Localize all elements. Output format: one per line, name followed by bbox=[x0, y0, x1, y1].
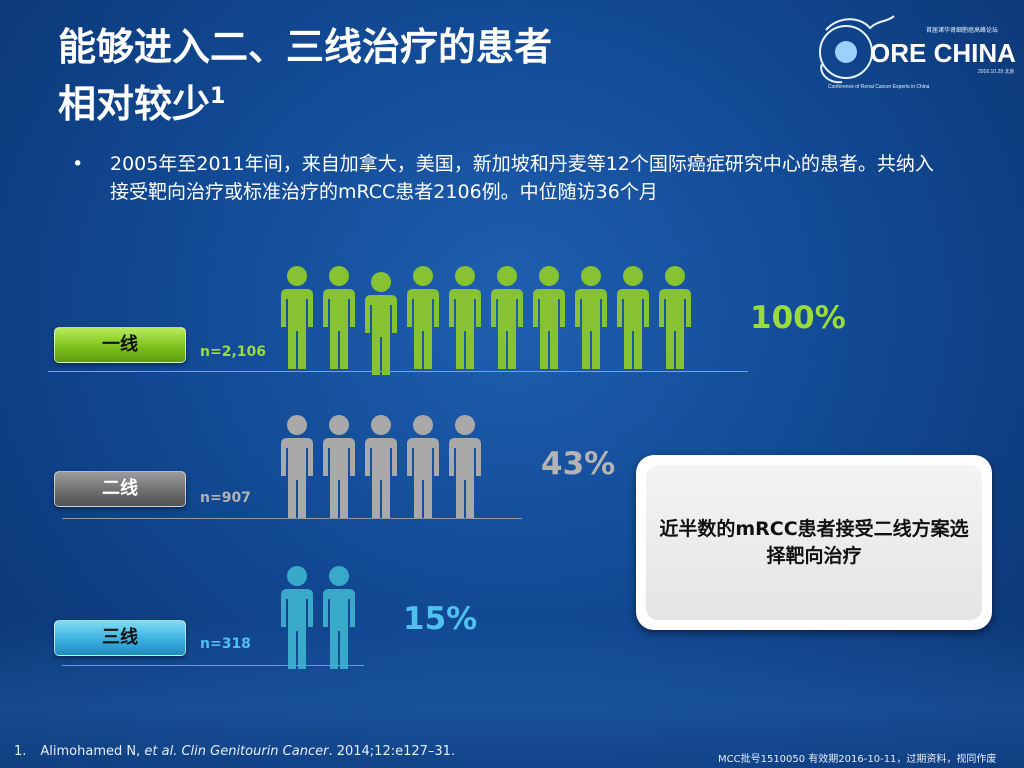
approval-notice: MCC批号1510050 有效期2016-10-11，过期资料，视同作废 bbox=[718, 754, 997, 765]
third-line-divider bbox=[62, 665, 364, 666]
callout-box: 近半数的mRCC患者接受二线方案选择靶向治疗 bbox=[636, 455, 992, 630]
title-line-1: 能够进入二、三线治疗的患者 bbox=[58, 25, 553, 69]
first-line-label: 一线 bbox=[54, 327, 186, 363]
logo-date: 2016.10.29 北京 bbox=[978, 68, 1014, 75]
person-icon bbox=[449, 266, 481, 369]
callout-inner: 近半数的mRCC患者接受二线方案选择靶向治疗 bbox=[646, 465, 982, 620]
core-china-logo: ORE CHINA 首届诸华肾细胞癌高峰论坛 Conference of Ren… bbox=[819, 15, 1016, 90]
first-line-n: n=2,106 bbox=[200, 344, 266, 360]
person-icon bbox=[407, 415, 439, 518]
person-icon bbox=[575, 266, 607, 369]
second-line-percent: 43% bbox=[541, 446, 616, 482]
person-icon bbox=[281, 566, 313, 669]
footnote-journal: et al. Clin Genitourin Cancer bbox=[144, 744, 329, 759]
person-icon bbox=[365, 272, 397, 375]
logo-text: ORE CHINA bbox=[870, 38, 1016, 68]
callout-text: 近半数的mRCC患者接受二线方案选择靶向治疗 bbox=[659, 517, 969, 567]
person-icon bbox=[281, 415, 313, 518]
first-line-divider bbox=[48, 371, 748, 372]
footnote-authors: Alimohamed N, bbox=[40, 744, 145, 759]
person-icon bbox=[449, 415, 481, 518]
third-line-n: n=318 bbox=[200, 636, 251, 652]
person-icon bbox=[533, 266, 565, 369]
logo-tagline: Conference of Renal Cancer Experts in Ch… bbox=[828, 84, 930, 90]
first-line-percent: 100% bbox=[750, 300, 846, 336]
dragon-icon bbox=[819, 15, 895, 84]
title-superscript: 1 bbox=[210, 84, 226, 109]
person-icon bbox=[407, 266, 439, 369]
person-icon bbox=[323, 266, 355, 369]
person-icon bbox=[323, 415, 355, 518]
person-icon bbox=[365, 415, 397, 518]
page-title: 能够进入二、三线治疗的患者 相对较少1 bbox=[58, 22, 552, 129]
summary-bullet: • 2005年至2011年间，来自加拿大，美国，新加坡和丹麦等12个国际癌症研究… bbox=[72, 150, 952, 206]
second-line-label: 二线 bbox=[54, 471, 186, 507]
third-line-percent: 15% bbox=[403, 601, 478, 637]
bullet-dot: • bbox=[72, 153, 84, 175]
second-line-n: n=907 bbox=[200, 490, 251, 506]
footnote: 1. Alimohamed N, et al. Clin Genitourin C… bbox=[14, 744, 455, 759]
footnote-citation: . 2014;12:e127–31. bbox=[328, 744, 456, 759]
person-icon bbox=[617, 266, 649, 369]
third-line-label: 三线 bbox=[54, 620, 186, 656]
second-line-divider bbox=[62, 518, 522, 519]
logo-subtitle: 首届诸华肾细胞癌高峰论坛 bbox=[926, 26, 998, 34]
person-icon bbox=[491, 266, 523, 369]
bullet-text: 2005年至2011年间，来自加拿大，美国，新加坡和丹麦等12个国际癌症研究中心… bbox=[110, 153, 934, 203]
footnote-number: 1. bbox=[14, 744, 27, 759]
logo-globe-icon bbox=[835, 41, 857, 63]
person-icon bbox=[659, 266, 691, 369]
person-icon bbox=[281, 266, 313, 369]
title-line-2: 相对较少 bbox=[58, 82, 211, 126]
person-icon bbox=[323, 566, 355, 669]
